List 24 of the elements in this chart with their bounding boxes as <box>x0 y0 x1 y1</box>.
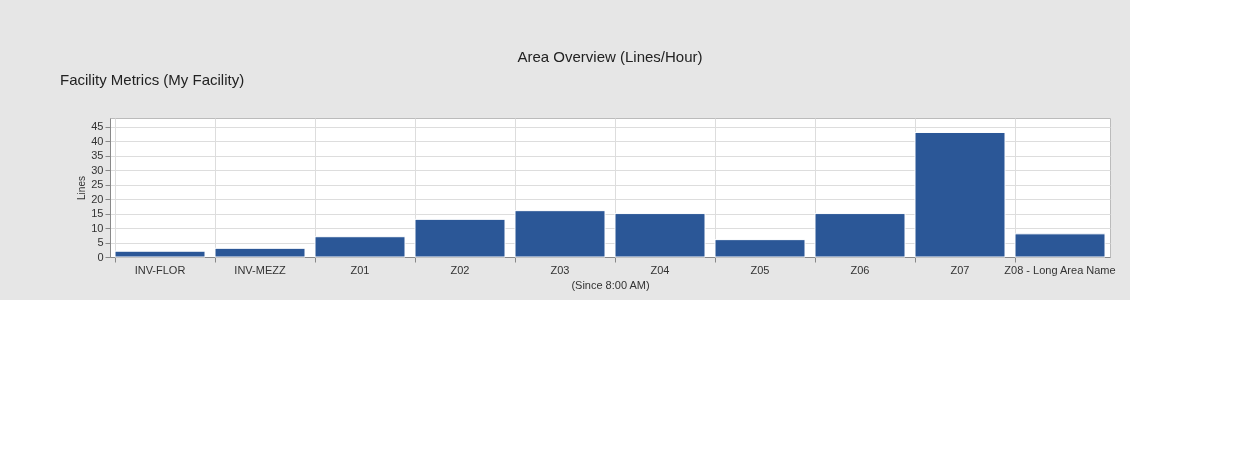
x-tick-label: Z06 <box>850 263 870 276</box>
y-axis-title: Lines <box>76 176 88 200</box>
y-tick-label: 0 <box>97 250 104 263</box>
y-tick-label: 20 <box>91 192 104 205</box>
x-tick-label: Z03 <box>550 263 570 276</box>
y-tick-label: 25 <box>91 178 104 191</box>
x-tick-label: Z02 <box>450 263 470 276</box>
x-tick-label: INV-FLOR <box>134 263 186 276</box>
chart-title: Area Overview (Lines/Hour) <box>517 48 703 65</box>
y-tick-label: 5 <box>97 236 104 249</box>
y-tick-label: 15 <box>91 207 104 220</box>
y-tick-label: 45 <box>91 120 104 133</box>
y-tick-label: 40 <box>91 134 104 147</box>
x-tick-label: Z05 <box>750 263 770 276</box>
x-tick-label: INV-MEZZ <box>234 263 286 276</box>
text: Facility Metrics (My Facility) <box>60 71 245 88</box>
y-tick-label: 30 <box>91 163 104 176</box>
x-axis-title: (Since 8:00 AM) <box>571 278 650 291</box>
y-tick-label: 35 <box>91 149 104 162</box>
x-tick-label: Z07 <box>950 263 970 276</box>
x-tick-label: Z04 <box>650 263 670 276</box>
y-tick-label: 10 <box>91 221 104 234</box>
x-tick-label: Z01 <box>350 263 370 276</box>
x-tick-label: Z08 - Long Area Name <box>1004 263 1116 276</box>
